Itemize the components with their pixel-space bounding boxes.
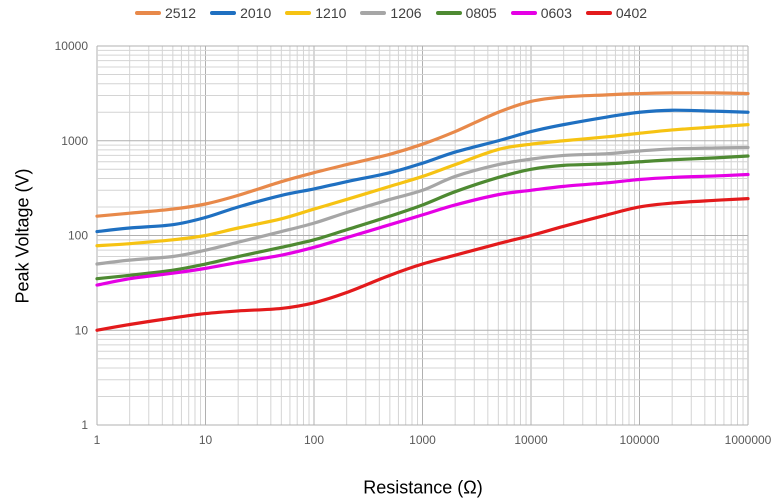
legend-swatch xyxy=(285,11,312,15)
legend-item-0402: 0402 xyxy=(585,5,648,21)
legend-label: 1210 xyxy=(315,5,347,21)
series-line-1210 xyxy=(95,123,750,248)
x-tick-label: 10 xyxy=(199,433,213,447)
legend-swatch xyxy=(510,11,537,15)
x-tick-label: 10000 xyxy=(514,433,548,447)
legend-swatch xyxy=(585,11,612,15)
series-line-0603 xyxy=(95,172,750,287)
legend-label: 0603 xyxy=(540,5,572,21)
legend-label: 1206 xyxy=(390,5,422,21)
legend-item-1206: 1206 xyxy=(360,5,422,21)
y-tick-label: 100 xyxy=(68,229,88,243)
x-axis-title: Resistance (Ω) xyxy=(363,477,483,498)
x-tick-label: 1000000 xyxy=(725,433,772,447)
grid-lines xyxy=(96,45,749,426)
y-axis-title: Peak Voltage (V) xyxy=(12,168,33,304)
legend-item-2512: 2512 xyxy=(134,5,197,21)
legend-swatch xyxy=(360,11,387,15)
series-line-1206 xyxy=(95,145,750,266)
y-tick-label: 10 xyxy=(75,323,89,337)
x-tick-label: 100000 xyxy=(619,433,659,447)
legend-label: 0805 xyxy=(465,5,497,21)
legend-item-1210: 1210 xyxy=(285,5,346,21)
y-tick-label: 1000 xyxy=(61,134,88,148)
legend-item-0603: 0603 xyxy=(510,5,572,21)
legend-swatch xyxy=(435,11,462,15)
legend-swatch xyxy=(134,11,161,15)
tick-labels: 1 10 100 1000 10000 100000 1000000 1 10 100 1000 10… xyxy=(55,39,772,447)
series-line-0805 xyxy=(95,154,750,281)
legend-label: 2010 xyxy=(240,5,272,21)
legend-label: 0402 xyxy=(615,5,648,21)
legend: 2512 2010 1210 1206 0805 0603 0402 xyxy=(0,2,782,24)
x-tick-label: 1000 xyxy=(409,433,436,447)
x-tick-label: 1 xyxy=(94,433,101,447)
series-line-0402 xyxy=(95,197,750,332)
y-tick-label: 1 xyxy=(81,418,88,432)
x-tick-label: 100 xyxy=(304,433,324,447)
legend-swatch xyxy=(210,11,237,15)
series-line-2010 xyxy=(95,108,750,234)
series-lines xyxy=(95,91,750,332)
y-tick-label: 10000 xyxy=(55,39,89,53)
series-line-2512 xyxy=(95,91,750,218)
legend-item-2010: 2010 xyxy=(210,5,271,21)
legend-item-0805: 0805 xyxy=(435,5,497,21)
legend-label: 2512 xyxy=(164,5,197,21)
